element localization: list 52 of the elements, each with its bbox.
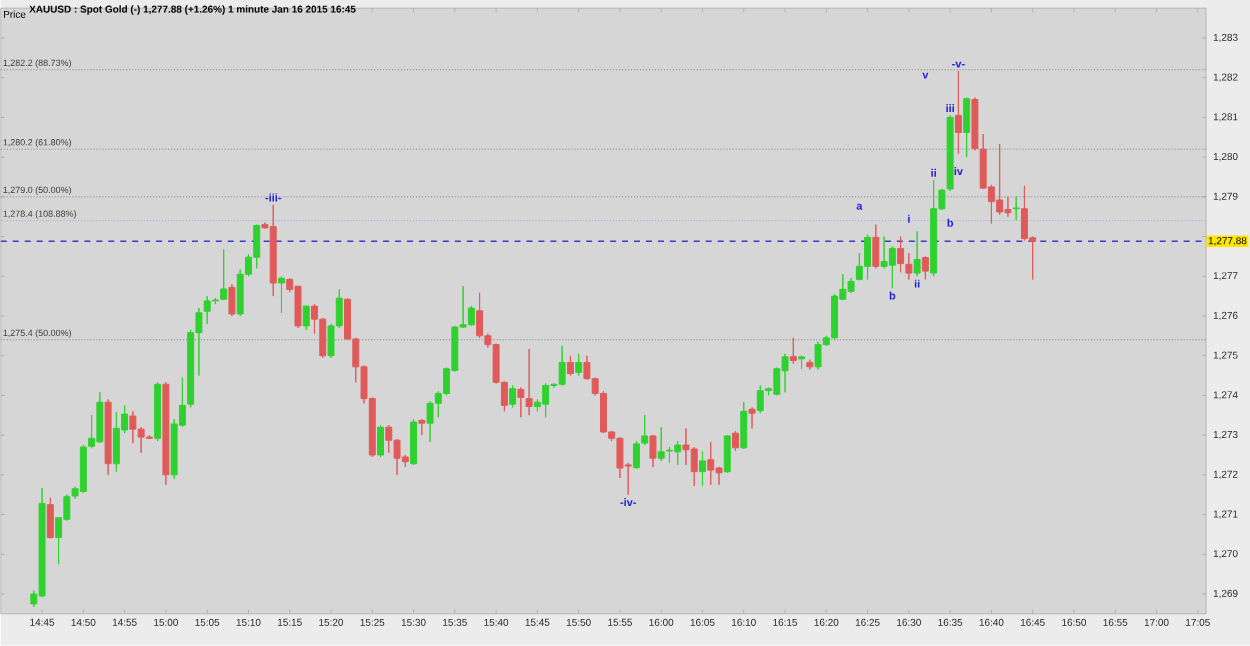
candlestick (674, 440, 682, 466)
candlestick (798, 355, 806, 370)
candlestick (203, 295, 211, 325)
candlestick (162, 381, 170, 486)
candlestick (930, 179, 938, 277)
candlestick (509, 385, 517, 408)
candlestick (112, 411, 120, 473)
candlestick (575, 353, 583, 377)
candlestick (104, 399, 112, 476)
candlestick (525, 348, 533, 416)
candlestick (220, 249, 228, 301)
candlestick (542, 383, 550, 418)
candlestick (971, 97, 979, 152)
candlestick (756, 385, 764, 414)
candlestick (872, 224, 880, 269)
candlestick (748, 407, 756, 430)
candlestick (649, 434, 657, 468)
candlestick (847, 277, 855, 294)
candlestick (814, 341, 822, 371)
candlestick (732, 430, 739, 452)
candlestick (905, 252, 913, 281)
candlestick (707, 441, 715, 486)
candlestick (377, 424, 385, 458)
candlestick (517, 387, 525, 418)
candlestick (410, 418, 418, 466)
candlestick (253, 224, 261, 269)
candlestick (558, 345, 566, 387)
candlestick (740, 401, 748, 450)
candlestick (921, 256, 929, 281)
candlestick (228, 283, 236, 317)
candlestick (566, 355, 574, 377)
candlestick (1012, 196, 1020, 221)
candlestick (657, 426, 665, 462)
candlestick (864, 234, 872, 281)
candlestick (269, 204, 277, 297)
candlestick (699, 450, 706, 487)
candlestick (897, 236, 905, 273)
candlestick (781, 353, 789, 393)
candlestick (954, 70, 962, 155)
candlestick (963, 97, 971, 158)
candlestick (294, 285, 302, 329)
candlestick (46, 497, 54, 540)
candlestick (913, 231, 921, 277)
candlestick (806, 359, 814, 371)
candlestick (96, 391, 104, 444)
candlestick (154, 381, 162, 442)
candlestick (996, 143, 1004, 216)
candlestick (278, 275, 285, 314)
candlestick (789, 337, 797, 365)
candlestick (418, 418, 426, 436)
candlestick (302, 305, 310, 331)
candlestick (723, 434, 731, 474)
